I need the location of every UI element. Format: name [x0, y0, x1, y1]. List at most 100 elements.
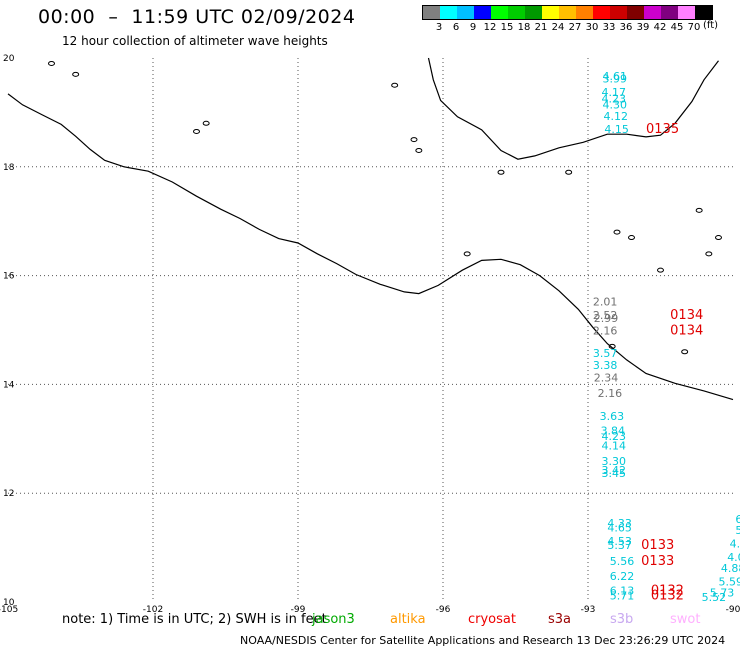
- map-subtitle: 12 hour collection of altimeter wave hei…: [62, 34, 328, 48]
- legend-swatch: [644, 6, 661, 19]
- wave-height-label: 5.: [735, 524, 740, 537]
- legend-swatch: [661, 6, 678, 19]
- color-legend: 3 6 9 12 15 18 21 24 27 30 33 36 39 42 45 70: [422, 5, 713, 34]
- wave-height-label: 2.52: [593, 309, 618, 322]
- wave-height-label: 0133: [641, 554, 674, 569]
- wave-height-label: 4.14: [602, 440, 627, 453]
- legend-swatch: [508, 6, 525, 19]
- legend-swatch: [695, 6, 712, 19]
- lon-tick-label: -105: [0, 605, 18, 615]
- wave-height-label: 2.16: [593, 324, 618, 337]
- wave-height-label: 6: [735, 513, 740, 526]
- legend-swatch: [559, 6, 576, 19]
- wave-height-label: 4.12: [603, 110, 628, 123]
- island-outline: [193, 128, 200, 134]
- legend-swatch: [440, 6, 457, 19]
- legend-label: 6: [452, 22, 460, 33]
- lat-tick-label: 14: [3, 380, 15, 390]
- wave-height-label: 5.71: [610, 589, 635, 602]
- wave-height-label: 4.0: [727, 551, 740, 564]
- wave-height-label: 0132: [651, 583, 684, 598]
- lat-tick-label: 10: [3, 598, 15, 608]
- island-outline: [415, 147, 423, 153]
- island-outline: [565, 169, 573, 175]
- pacific-coastline: [7, 93, 734, 401]
- legend-label: 39: [636, 22, 650, 33]
- legend-label: 15: [500, 22, 514, 33]
- wave-height-label: 3.99: [603, 72, 628, 85]
- satellite-jason3: jason3: [312, 612, 355, 627]
- wave-height-label: 0132: [651, 588, 684, 603]
- legend-swatch: [491, 6, 508, 19]
- wave-height-label: 3.63: [600, 410, 625, 423]
- lon-tick-label: -99: [291, 605, 306, 615]
- wave-height-label: 3.57: [593, 347, 618, 360]
- legend-swatch: [457, 6, 474, 19]
- wave-height-label: 0134: [670, 308, 703, 323]
- legend-label: 21: [534, 22, 548, 33]
- satellite-cryosat: cryosat: [468, 612, 516, 627]
- legend-label: 12: [483, 22, 497, 33]
- legend-swatch: [423, 6, 440, 19]
- island-outline: [695, 207, 703, 213]
- legend-swatch: [593, 6, 610, 19]
- island-outline: [463, 251, 471, 257]
- legend-swatch: [627, 6, 644, 19]
- legend-label: 45: [670, 22, 684, 33]
- lat-tick-label: 12: [3, 489, 14, 499]
- footnote: note: 1) Time is in UTC; 2) SWH is in fe…: [62, 612, 327, 627]
- satellite-s3a: s3a: [548, 612, 572, 627]
- legend-label: 30: [585, 22, 599, 33]
- legend-label: 9: [469, 22, 477, 33]
- lat-tick-label: 16: [3, 272, 15, 282]
- wave-height-label: 5.56: [610, 555, 635, 568]
- wave-height-label: 5.52: [702, 591, 727, 604]
- legend-label: 33: [602, 22, 616, 33]
- wave-height-label: 4.88: [721, 562, 740, 575]
- legend-swatch: [542, 6, 559, 19]
- island-outline: [657, 267, 664, 273]
- wave-height-label: 4.23: [602, 430, 627, 443]
- lon-tick-label: -93: [581, 605, 596, 615]
- wave-height-label: 4.23: [602, 93, 627, 106]
- legend-label: 70: [687, 22, 701, 33]
- legend-swatch: [525, 6, 542, 19]
- wave-height-label: 4.61: [603, 70, 628, 83]
- island-outline: [48, 60, 55, 66]
- legend-unit: (ft): [703, 20, 719, 31]
- wave-height-label: 2.99: [594, 312, 619, 325]
- wave-height-label: 6.13: [610, 584, 635, 597]
- wave-height-label: 4.15: [604, 123, 629, 136]
- legend-swatch: [610, 6, 627, 19]
- legend-labels: 3 6 9 12 15 18 21 24 27 30 33 36 39 42 45 70: [422, 20, 713, 34]
- island-outline: [613, 229, 621, 235]
- wave-height-label: 4.30: [603, 99, 628, 112]
- lon-tick-label: -90: [726, 605, 740, 615]
- wave-height-label: 4.17: [602, 86, 627, 99]
- lon-tick-label: -102: [143, 605, 163, 615]
- satellite-altika: altika: [390, 612, 426, 627]
- wave-height-label: 2.01: [593, 296, 618, 309]
- legend-swatch: [474, 6, 491, 19]
- wave-height-label: 3.45: [602, 467, 627, 480]
- legend-swatch: [678, 6, 695, 19]
- wave-height-label: 0133: [641, 538, 674, 553]
- wave-height-label: 4.7: [730, 538, 740, 551]
- legend-label: 3: [435, 22, 443, 33]
- wave-height-label: 3.42: [602, 464, 627, 477]
- island-outline: [497, 169, 505, 175]
- lat-tick-label: 18: [3, 163, 15, 173]
- wave-height-label: 4.65: [607, 521, 632, 534]
- lat-tick-label: 20: [3, 54, 15, 64]
- wave-height-label: 4.33: [607, 517, 632, 530]
- map-title: 00:00 – 11:59 UTC 02/09/2024: [38, 6, 356, 28]
- credit-line: NOAA/NESDIS Center for Satellite Applica…: [240, 634, 726, 647]
- wave-height-label: 6.22: [610, 570, 635, 583]
- legend-label: 24: [551, 22, 565, 33]
- wave-height-label: 0135: [646, 122, 679, 137]
- satellite-s3b: s3b: [610, 612, 634, 627]
- legend-label: 18: [517, 22, 531, 33]
- island-outline: [608, 343, 616, 349]
- wave-height-label: 5.59: [719, 576, 740, 589]
- wave-height-label: 3.30: [602, 455, 627, 468]
